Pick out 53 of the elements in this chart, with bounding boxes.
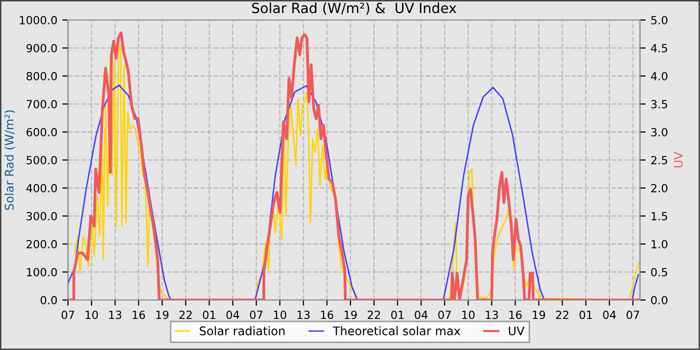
y-tick-label: 800.0 <box>26 72 57 80</box>
x-tick-label: 01 <box>202 310 216 320</box>
chart-title: Solar Rad (W/m²) & UV Index <box>252 2 456 15</box>
x-tick-label: 07 <box>62 310 74 320</box>
x-tick-label: 19 <box>344 310 357 320</box>
y-tick-label: 900.0 <box>26 44 57 52</box>
x-tick-label: 01 <box>580 310 592 320</box>
x-tick-label: 07 <box>250 310 262 320</box>
x-tick-label: 04 <box>226 310 240 320</box>
x-tick-label: 19 <box>156 310 168 320</box>
x-tick-label: 07 <box>438 310 451 320</box>
x-tick-label: 16 <box>509 310 522 320</box>
y-tick-label: 400.0 <box>26 184 57 192</box>
x-tick-label: 13 <box>109 310 122 320</box>
x-tick-label: 22 <box>179 310 192 319</box>
y2-tick-label: 1.5 <box>652 212 668 220</box>
y2-axis-title: UV <box>674 152 683 168</box>
y-tick-label: 700.0 <box>26 100 57 108</box>
x-tick-label: 10 <box>274 310 286 320</box>
x-tick-label: 22 <box>368 310 380 319</box>
legend-label: Solar radiation <box>200 326 285 336</box>
y2-tick-label: 5.0 <box>651 16 668 24</box>
y-tick-label: 300.0 <box>26 212 57 220</box>
x-tick-label: 13 <box>298 310 310 320</box>
legend-label: Theoretical solar max <box>332 326 460 336</box>
y-axis-title: Solar Rad (W/m²) <box>4 110 16 210</box>
x-tick-label: 16 <box>321 310 334 320</box>
legend-label: UV <box>508 326 525 336</box>
y2-tick-label: 1.0 <box>652 240 668 248</box>
y-tick-label: 1000.0 <box>20 16 57 24</box>
y2-tick-label: 0.0 <box>651 296 668 304</box>
y2-tick-label: 3.0 <box>651 128 668 136</box>
x-tick-label: 10 <box>462 310 474 320</box>
x-tick-label: 04 <box>603 310 616 320</box>
x-tick-label: 01 <box>391 310 404 320</box>
y-tick-label: 200.0 <box>26 240 57 248</box>
y2-tick-label: 3.5 <box>651 100 668 108</box>
x-tick-label: 19 <box>532 310 546 320</box>
x-tick-label: 16 <box>132 310 145 320</box>
y2-tick-label: 2.5 <box>651 156 668 164</box>
x-tick-label: 07 <box>626 310 640 320</box>
y-tick-label: 600.0 <box>26 128 57 136</box>
y-tick-label: 100.0 <box>26 268 57 276</box>
y2-tick-label: 0.5 <box>651 268 668 276</box>
x-tick-label: 10 <box>86 310 98 320</box>
x-tick-label: 13 <box>486 310 498 320</box>
y-tick-label: 0.0 <box>40 296 57 304</box>
y2-tick-label: 4.5 <box>650 44 668 52</box>
y-tick-label: 500.0 <box>26 156 57 164</box>
y2-tick-label: 4.0 <box>650 72 668 80</box>
x-tick-label: 22 <box>556 310 568 319</box>
x-tick-label: 04 <box>414 310 428 320</box>
y2-tick-label: 2.0 <box>651 184 668 192</box>
